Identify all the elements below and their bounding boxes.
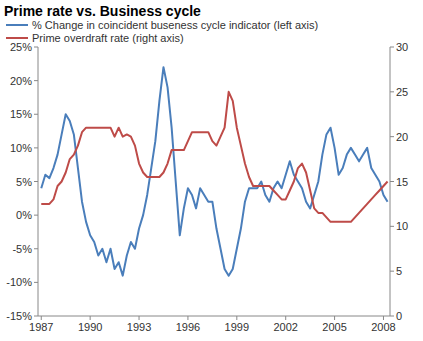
x-tick-label: 1996: [176, 321, 200, 333]
series-line: [41, 67, 387, 275]
x-tick-label: 2008: [371, 321, 395, 333]
x-axis-line: [38, 316, 390, 317]
legend-label: Prime overdraft rate (right axis): [32, 32, 184, 44]
x-tick: [90, 316, 91, 320]
plot-area: [41, 67, 387, 275]
y-tick: [34, 114, 38, 115]
y2-tick-label: 0: [396, 310, 402, 322]
x-tick: [187, 316, 188, 320]
x-tick: [41, 316, 42, 320]
legend-swatch: [6, 24, 28, 26]
y-tick-label: 0%: [16, 209, 32, 221]
y-tick: [34, 147, 38, 148]
y2-tick-label: 20: [396, 131, 408, 143]
x-tick: [139, 316, 140, 320]
y2-tick: [390, 47, 394, 48]
x-tick: [383, 316, 384, 320]
y-tick: [34, 47, 38, 48]
y2-tick-label: 10: [396, 220, 408, 232]
y-tick: [34, 282, 38, 283]
x-tick: [236, 316, 237, 320]
x-tick-label: 1987: [29, 321, 53, 333]
y2-tick: [390, 181, 394, 182]
y2-tick-label: 15: [396, 176, 408, 188]
y-tick-label: -10%: [6, 276, 32, 288]
y-tick: [34, 80, 38, 81]
y-tick: [34, 316, 38, 317]
y2-tick: [390, 226, 394, 227]
x-tick-label: 2002: [273, 321, 297, 333]
y-tick: [34, 215, 38, 216]
legend-label: % Change in coincident buseness cycle in…: [32, 19, 318, 31]
y-tick-label: 10%: [10, 142, 32, 154]
y-tick: [34, 248, 38, 249]
legend-swatch: [6, 37, 28, 39]
x-tick-label: 1990: [78, 321, 102, 333]
y2-tick-label: 30: [396, 41, 408, 53]
y2-tick-label: 5: [396, 265, 402, 277]
x-tick-label: 1993: [127, 321, 151, 333]
y2-tick: [390, 91, 394, 92]
legend: % Change in coincident buseness cycle in…: [6, 19, 318, 44]
y-tick-label: 15%: [10, 108, 32, 120]
x-tick-label: 1999: [225, 321, 249, 333]
x-tick-label: 2005: [322, 321, 346, 333]
y-tick-label: 20%: [10, 75, 32, 87]
y-tick: [34, 181, 38, 182]
series-line: [41, 92, 387, 222]
title: Prime rate vs. Business cycle: [4, 3, 201, 19]
chart: Prime rate vs. Business cycle-15%-10%-5%…: [0, 0, 423, 341]
y2-tick-label: 25: [396, 86, 408, 98]
y-tick-label: -5%: [12, 243, 32, 255]
x-tick: [285, 316, 286, 320]
y2-tick: [390, 271, 394, 272]
page: {"chart_data": { "type": "line", "title"…: [0, 0, 423, 341]
y-tick-label: 5%: [16, 176, 32, 188]
y-tick-label: 25%: [10, 41, 32, 53]
y2-tick: [390, 316, 394, 317]
y2-tick: [390, 136, 394, 137]
x-tick: [334, 316, 335, 320]
